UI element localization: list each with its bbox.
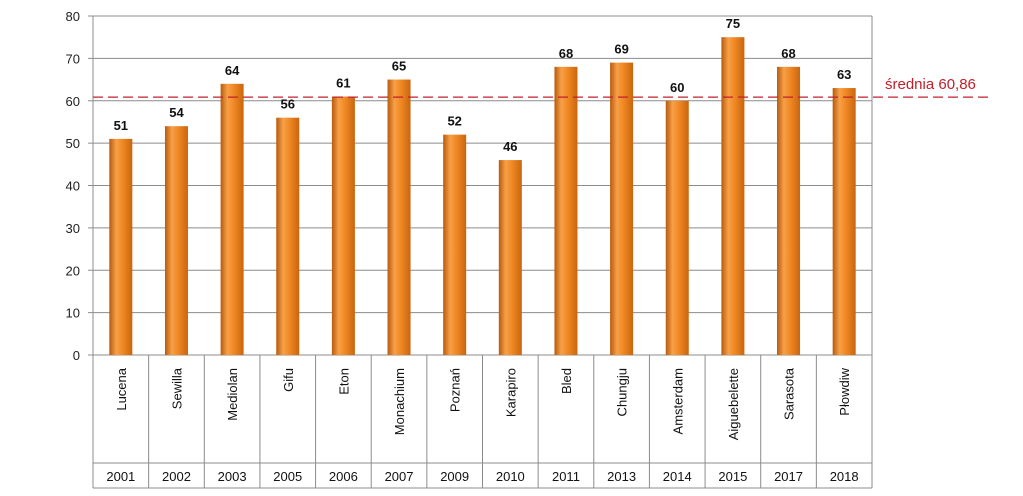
bar-3 [276,117,300,355]
data-label: 65 [392,59,406,74]
data-label: 54 [169,105,184,120]
year-label: 2018 [830,469,859,484]
category-label: Poznań [448,368,463,412]
year-label: 2014 [663,469,692,484]
bar-13 [832,88,856,355]
category-label: Aiguebelette [726,368,741,440]
category-label: Karapiro [503,368,518,417]
data-label: 51 [114,118,128,133]
category-table: Lucena 2001 Sewilla 2002 Mediolan 2003 Gifu 200… [92,355,873,489]
data-label: 75 [726,16,740,31]
y-tick-label: 10 [66,306,80,321]
year-label: 2013 [607,469,636,484]
y-tick-label: 70 [66,51,80,66]
data-label: 52 [447,114,461,129]
y-tick-label: 20 [66,263,80,278]
category-label: Mediolan [225,368,240,421]
bar-8 [554,66,578,355]
average-label: średnia 60,86 [885,76,976,93]
y-tick-label: 50 [66,136,80,151]
year-label: 2009 [440,469,469,484]
category-label: Sarasota [782,367,797,420]
labels-layer: 51 54 64 56 61 65 52 46 68 69 60 75 68 63 [114,16,852,154]
year-label: 2011 [552,469,580,484]
year-label: 2001 [106,469,135,484]
category-label: Monachium [392,368,407,435]
data-label: 46 [503,139,517,154]
category-label: Płowdiw [837,367,852,415]
bar-7 [498,160,522,355]
data-label: 64 [225,63,240,78]
bar-2 [220,83,244,356]
category-label: Gifu [281,368,296,392]
data-label: 63 [837,67,851,82]
category-label: Chungju [615,368,630,416]
average-line-group: średnia 60,86 [93,76,990,98]
year-label: 2006 [329,469,358,484]
category-label: Bled [559,368,574,394]
data-label: 56 [281,97,295,112]
bar-1 [164,126,188,355]
year-label: 2010 [496,469,525,484]
year-label: 2017 [774,469,803,484]
category-label: Eton [336,368,351,395]
category-label: Amsterdam [670,368,685,434]
bar-6 [443,134,467,355]
data-label: 61 [336,76,350,91]
y-tick-label: 40 [66,179,80,194]
data-label: 69 [614,42,628,57]
year-label: 2003 [218,469,247,484]
y-tick-label: 30 [66,221,80,236]
year-label: 2007 [385,469,414,484]
y-tick-label: 80 [66,9,80,24]
category-label: Sewilla [169,367,184,409]
y-tick-label: 60 [66,94,80,109]
bars-layer [109,37,856,356]
bar-4 [331,96,355,355]
bar-10 [665,100,689,355]
data-label: 68 [781,46,795,61]
bar-11 [721,37,745,355]
year-label: 2015 [718,469,747,484]
bar-5 [387,79,411,355]
category-label: Lucena [114,367,129,410]
data-label: 68 [559,46,573,61]
year-label: 2005 [273,469,302,484]
bar-12 [777,66,801,355]
year-label: 2002 [162,469,191,484]
data-label: 60 [670,80,684,95]
bar-0 [109,138,133,355]
y-tick-label: 0 [73,348,80,363]
bar-9 [610,62,634,356]
